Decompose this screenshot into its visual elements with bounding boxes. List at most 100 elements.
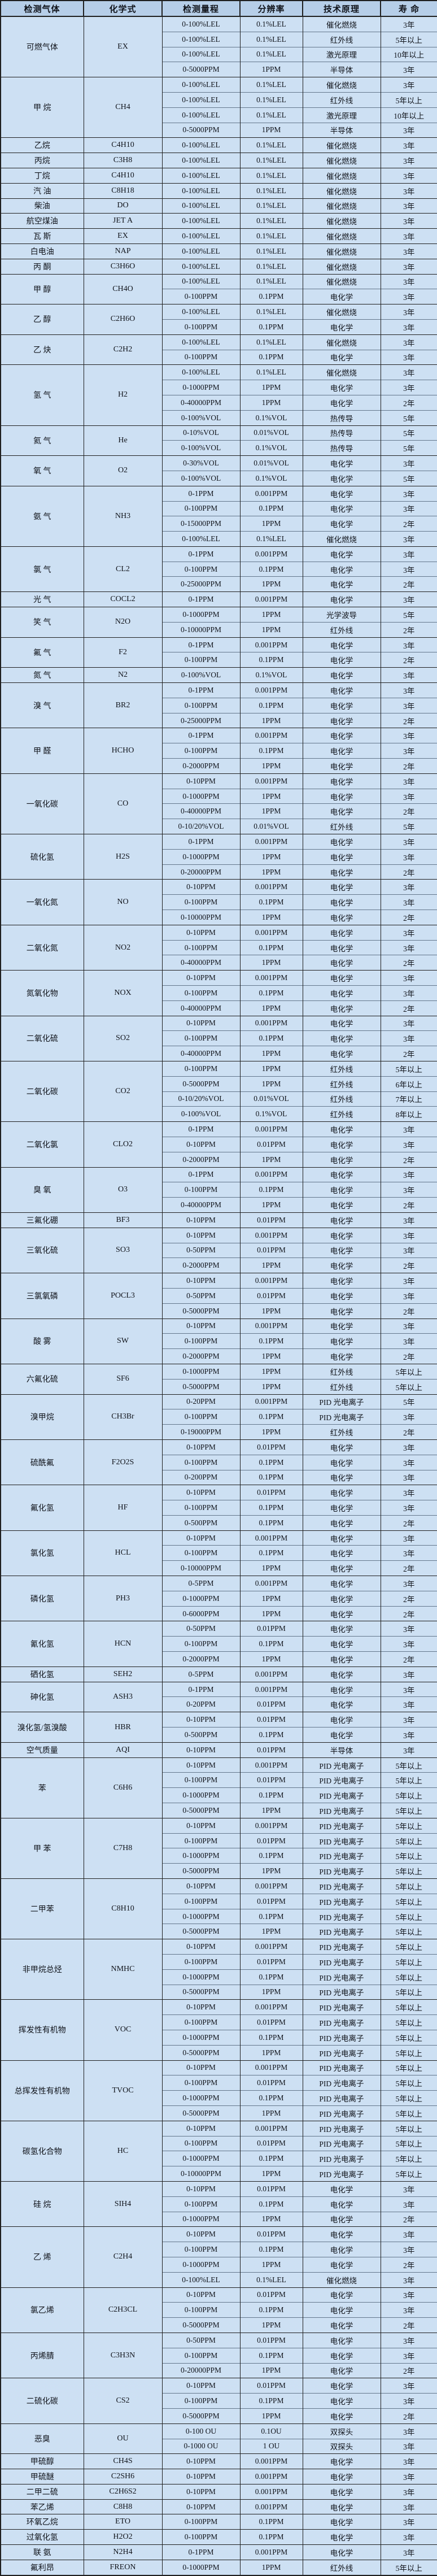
lifespan-cell: 3年 <box>380 2393 437 2409</box>
range-cell: 0-2000PPM <box>161 1348 241 1364</box>
resolution-cell: 0.001PPM <box>239 1817 303 1834</box>
range-cell: 0-10PPM <box>161 1530 241 1546</box>
resolution-cell: 0.01PPM <box>239 2226 303 2242</box>
lifespan-cell: 5年以上 <box>380 1984 437 2000</box>
formula-cell: CO2 <box>83 1060 163 1122</box>
resolution-cell: 0.1%LEL <box>239 304 303 320</box>
formula-cell: POCL3 <box>83 1273 163 1319</box>
gas-name-cell: 丙 酮 <box>0 258 84 275</box>
principle-cell: 电化学 <box>302 1515 381 1531</box>
table-row: 0-100PPM 0.1PPM 电化学 3年 <box>1 2393 437 2409</box>
principle-cell: 电化学 <box>302 516 381 532</box>
table-row: 二氧化氮 NO2 0-10PPM 0.001PPM 电化学 3年 <box>0 924 437 971</box>
principle-cell: 电化学 <box>302 2393 381 2409</box>
principle-cell: 电化学 <box>302 1273 381 1289</box>
principle-cell: PID 光电离子 <box>302 2014 381 2030</box>
range-cell: 0-1PPM <box>161 637 241 652</box>
gas-name-cell: 瓦 斯 <box>0 228 84 244</box>
gas-name-cell: 氮氧化物 <box>0 970 84 1016</box>
range-cell: 0-100%LEL <box>161 531 241 547</box>
range-cell: 0-50PPM <box>161 1621 241 1637</box>
range-cell: 0-100PPM <box>161 561 241 577</box>
resolution-cell: 0.1%LEL <box>239 92 303 108</box>
formula-cell: C2H6S2 <box>83 2483 163 2500</box>
range-cell: 0-100%LEL <box>161 2272 241 2288</box>
formula-cell: FREON <box>83 2559 163 2575</box>
range-cell: 0-1PPM <box>161 728 241 743</box>
lifespan-cell: 3年 <box>380 2378 437 2394</box>
lifespan-cell: 5年以上 <box>380 1908 437 1924</box>
resolution-cell: 0.1PPM <box>239 2302 303 2318</box>
gas-name-cell: 甲 醇 <box>0 273 84 304</box>
principle-cell: 电化学 <box>302 1545 381 1561</box>
formula-cell: VOC <box>83 1999 163 2061</box>
resolution-cell: 0.1%VOL <box>239 1106 303 1122</box>
range-cell: 0-100%LEL <box>161 228 241 244</box>
table-row: 氯化氢 HCL 0-10PPM 0.001PPM 电化学 3年 <box>0 1530 437 1576</box>
gas-name-cell: 氯乙烯 <box>0 2287 84 2333</box>
lifespan-cell: 2年 <box>380 1000 437 1016</box>
table-row: 0-100PPM 0.1PPM 电化学 3年 <box>1 1545 437 1561</box>
principle-cell: PID 光电离子 <box>302 2060 381 2075</box>
range-cell: 0-100PPM <box>161 2347 241 2364</box>
gas-name-cell: 乙 炔 <box>0 334 84 365</box>
principle-cell: 激光原理 <box>302 107 381 123</box>
range-cell: 0-10PPM <box>161 2499 241 2514</box>
formula-cell: BR2 <box>83 682 163 728</box>
range-cell: 0-500PPM <box>161 1515 241 1531</box>
lifespan-cell: 3年 <box>380 258 437 275</box>
range-cell: 0-5000PPM <box>161 1076 241 1092</box>
principle-cell: 催化燃烧 <box>302 198 381 214</box>
resolution-cell: 0.1%LEL <box>239 531 303 547</box>
gas-name-cell: 氧 气 <box>0 455 84 486</box>
range-cell: 0-5PPM <box>161 1666 241 1682</box>
table-row: 0-40000PPM 1PPM 电化学 2年 <box>1 1000 437 1016</box>
principle-cell: 电化学 <box>302 1696 381 1712</box>
range-cell: 0-1000PPM <box>161 1969 241 1985</box>
lifespan-cell: 2年 <box>380 712 437 728</box>
resolution-cell: 0.01PPM <box>239 2014 303 2030</box>
resolution-cell: 1PPM <box>239 848 303 865</box>
range-cell: 0-100PPM <box>161 2529 241 2545</box>
resolution-cell: 1PPM <box>239 1984 303 2000</box>
table-row: 0-100PPM 0.01PPM PID 光电离子 5年以上 <box>1 2135 437 2151</box>
principle-cell: 红外线 <box>302 819 381 834</box>
principle-cell: 电化学 <box>302 864 381 880</box>
gas-name-cell: 砷化氢 <box>0 1681 84 1712</box>
principle-cell: 电化学 <box>302 667 381 683</box>
principle-cell: 电化学 <box>302 1121 381 1137</box>
table-row: 丙烯腈 C3H3N 0-50PPM 0.01PPM 电化学 3年 <box>0 2332 437 2378</box>
range-cell: 0-1000PPM <box>161 1908 241 1924</box>
table-row: 0-100PPM 0.1PPM 电化学 3年 <box>1 1030 437 1046</box>
gas-name-cell: 硫化氢 <box>0 834 84 880</box>
lifespan-cell: 3年 <box>380 2226 437 2242</box>
resolution-cell: 1PPM <box>239 712 303 728</box>
resolution-cell: 0.001PPM <box>239 1576 303 1591</box>
lifespan-cell: 2年 <box>380 2362 437 2378</box>
gas-name-cell: 氟化氢 <box>0 1485 84 1531</box>
table-row: 0-10/20%VOL 0.01%VOL 红外线 5年 <box>1 819 437 834</box>
range-cell: 0-100PPM <box>161 319 241 335</box>
lifespan-cell: 5年以上 <box>380 1848 437 1864</box>
range-cell: 0-10PPM <box>161 1742 241 1758</box>
table-row: 0-200PPM 0.1PPM 电化学 3年 <box>1 1469 437 1485</box>
range-cell: 0-100PPM <box>161 2135 241 2151</box>
lifespan-cell: 5年以上 <box>380 2120 437 2136</box>
gas-name-cell: 氦 气 <box>0 425 84 456</box>
lifespan-cell: 3年 <box>380 1212 437 1228</box>
lifespan-cell: 5年以上 <box>380 1363 437 1380</box>
resolution-cell: 0.1%LEL <box>239 364 303 380</box>
gas-name-cell: 二氧化硫 <box>0 1015 84 1061</box>
table-row: 0-1000PPM 1PPM 电化学 2年 <box>1 2256 437 2273</box>
range-cell: 0-10/20%VOL <box>161 819 241 834</box>
resolution-cell: 0.001PPM <box>239 591 303 607</box>
principle-cell: 半导体 <box>302 122 381 138</box>
gas-name-cell: 二氧化碳 <box>0 1060 84 1122</box>
range-cell: 0-10PPM <box>161 773 241 789</box>
table-row: 0-100PPM 0.1PPM 电化学 3年 <box>1 1636 437 1652</box>
range-cell: 0-100PPM <box>161 1545 241 1561</box>
principle-cell: 电化学 <box>302 1030 381 1046</box>
table-row: 0-10PPM 0.01PPM 电化学 3年 <box>1 1136 437 1152</box>
lifespan-cell: 3年 <box>380 1727 437 1743</box>
